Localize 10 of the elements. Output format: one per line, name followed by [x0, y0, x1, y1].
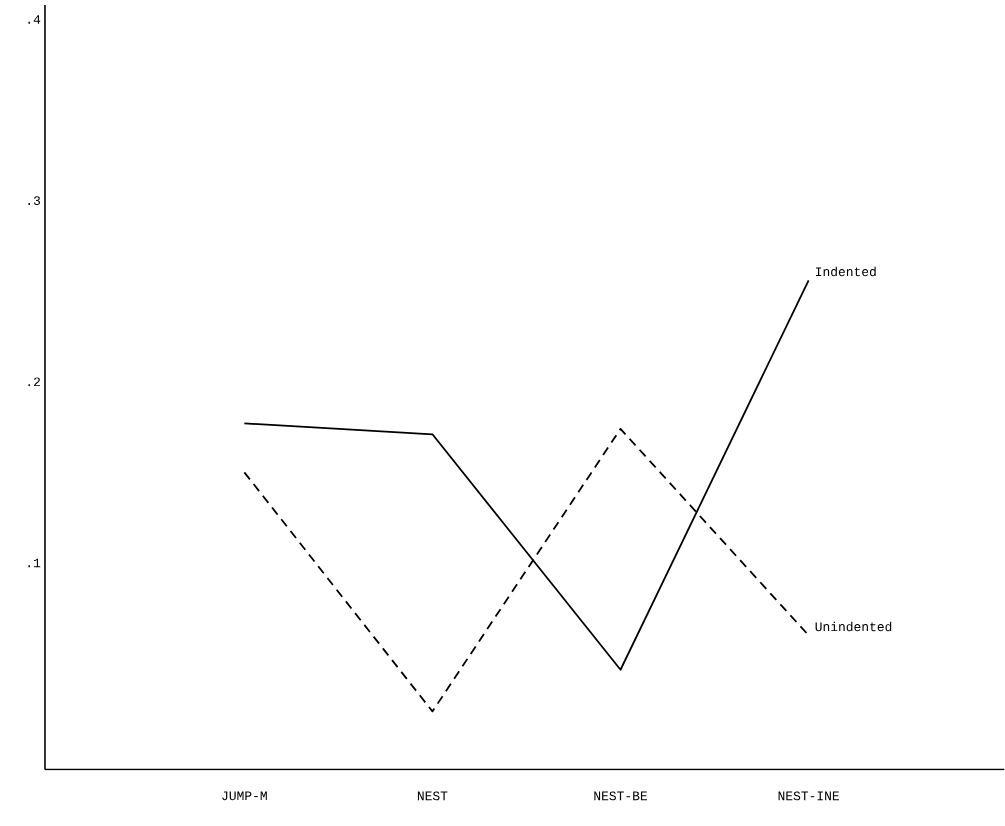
x-tick-label: NEST [417, 791, 448, 801]
x-tick-label: NEST-INE [778, 791, 839, 801]
x-tick-label: NEST-BE [594, 791, 648, 801]
series-label: Indented [816, 266, 876, 277]
y-tick-label: .1 [28, 558, 41, 567]
x-tick-label: JUMP-M [222, 791, 267, 800]
series-label: Unindented [815, 621, 892, 632]
y-tick-label: .3 [28, 196, 41, 205]
y-tick-label: .4 [28, 15, 41, 24]
y-tick-label: .2 [28, 377, 40, 386]
